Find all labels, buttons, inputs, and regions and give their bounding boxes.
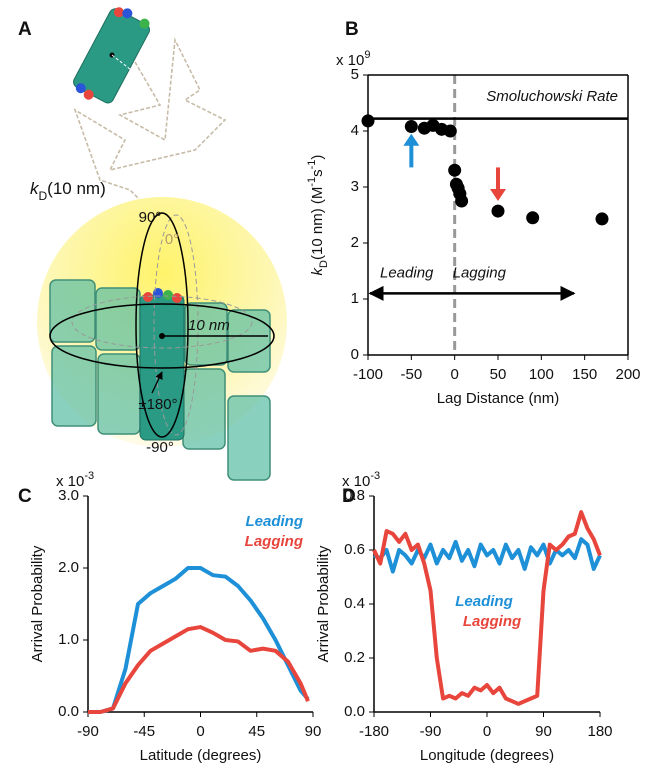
- reference-label: Smoluchowski Rate: [486, 88, 618, 105]
- legend-label: Leading: [455, 593, 513, 610]
- y-axis-title-part: ): [309, 155, 326, 160]
- panel-label: C: [18, 486, 32, 507]
- x-tick-label: 90: [305, 723, 322, 740]
- angle-label: 90°: [139, 209, 162, 226]
- y-axis-title: Arrival Probability: [315, 545, 332, 662]
- scale-label-part: -3: [84, 470, 94, 482]
- arrow-head: [403, 133, 420, 146]
- point: [526, 211, 540, 225]
- y-axis-title-part: k: [309, 266, 326, 275]
- y-axis-title-part: Arrival Probability: [315, 545, 332, 662]
- point: [443, 124, 457, 138]
- legend-label: Lagging: [245, 533, 303, 550]
- x-tick-label: 180: [587, 723, 612, 740]
- range-label: Leading: [380, 264, 434, 281]
- series-line: [373, 537, 602, 574]
- x-tick-label: 150: [572, 366, 597, 383]
- y-axis-title: Arrival Probability: [29, 545, 46, 662]
- y-tick-label: 0.8: [344, 487, 365, 504]
- y-axis-title-part: s: [309, 169, 326, 177]
- y-tick-label: 0.2: [344, 649, 365, 666]
- point: [448, 163, 462, 177]
- point: [595, 212, 609, 226]
- y-tick-label: 0.0: [58, 703, 79, 720]
- x-tick-label: 0: [483, 723, 491, 740]
- scale-label-part: x 10: [336, 52, 364, 69]
- scale-label: x 10-3: [56, 470, 94, 490]
- y-tick-label: 2.0: [58, 559, 79, 576]
- x-tick-label: -100: [353, 366, 383, 383]
- random-walk: [73, 37, 227, 236]
- x-tick-label: 45: [248, 723, 265, 740]
- angle-label: 0°: [165, 231, 179, 248]
- molecule: [73, 7, 150, 104]
- x-tick-label: 100: [529, 366, 554, 383]
- rate-k: k: [30, 179, 40, 198]
- scale-label: x 109: [336, 49, 370, 69]
- point: [361, 114, 375, 128]
- x-axis-title: Lag Distance (nm): [437, 390, 560, 407]
- scale-label-part: x 10: [342, 473, 370, 490]
- panel-label: A: [18, 19, 32, 40]
- rate-sub: D: [39, 189, 48, 203]
- y-axis-title-part: -1: [306, 160, 318, 170]
- rate-arg: (10 nm): [47, 179, 106, 198]
- x-tick-label: 50: [490, 366, 507, 383]
- panel-label: B: [345, 19, 359, 40]
- x-tick-label: -45: [133, 723, 155, 740]
- y-tick-label: 0.6: [344, 541, 365, 558]
- scale-label-part: x 10: [56, 473, 84, 490]
- series-line: [88, 625, 310, 714]
- y-axis-title-part: Arrival Probability: [29, 545, 46, 662]
- range-label: Lagging: [453, 264, 507, 281]
- x-tick-label: 90: [535, 723, 552, 740]
- y-axis-title-part: (10 nm) (M: [309, 187, 326, 260]
- point: [491, 204, 505, 218]
- scale-label: x 10-3: [342, 470, 380, 490]
- x-tick-label: -90: [420, 723, 442, 740]
- legend-label: Lagging: [463, 613, 521, 630]
- x-tick-label: 200: [615, 366, 640, 383]
- tiles: [49, 279, 271, 481]
- series-line: [372, 510, 602, 706]
- y-tick-label: 1.0: [58, 631, 79, 648]
- y-tick-label: 3: [351, 178, 359, 195]
- angle-label: ±180°: [138, 396, 177, 413]
- diagram: kD(10 nm) 90° 0° 10 nm ±180° -90°: [30, 7, 287, 481]
- x-tick-label: -180: [359, 723, 389, 740]
- x-tick-label: 0: [196, 723, 204, 740]
- x-tick-label: 0: [450, 366, 458, 383]
- y-tick-label: 0.0: [344, 703, 365, 720]
- y-tick-label: 0: [351, 346, 359, 363]
- y-tick-label: 2: [351, 234, 359, 251]
- legend-label: Leading: [245, 513, 303, 530]
- scale-label-part: 9: [364, 49, 370, 61]
- x-tick-label: -90: [77, 723, 99, 740]
- x-axis-title: Longitude (degrees): [420, 747, 554, 764]
- x-tick-label: -50: [400, 366, 422, 383]
- point: [404, 120, 418, 134]
- y-tick-label: 3.0: [58, 487, 79, 504]
- y-axis-title: kD(10 nm) (M-1s-1): [306, 155, 330, 276]
- point: [455, 194, 469, 208]
- rate-label: kD(10 nm): [30, 179, 106, 203]
- y-axis-title-part: D: [318, 260, 330, 268]
- angle-label: -90°: [146, 439, 174, 456]
- y-axis-title-part: -1: [306, 177, 318, 187]
- panel-label: D: [342, 486, 356, 507]
- y-tick-label: 4: [351, 122, 359, 139]
- series-line: [88, 566, 310, 714]
- y-tick-label: 5: [351, 66, 359, 83]
- radius-label: 10 nm: [188, 317, 230, 334]
- y-tick-label: 0.4: [344, 595, 365, 612]
- x-axis-title: Latitude (degrees): [140, 747, 262, 764]
- arrow-head: [490, 189, 506, 201]
- scale-label-part: -3: [370, 470, 380, 482]
- y-tick-label: 1: [351, 290, 359, 307]
